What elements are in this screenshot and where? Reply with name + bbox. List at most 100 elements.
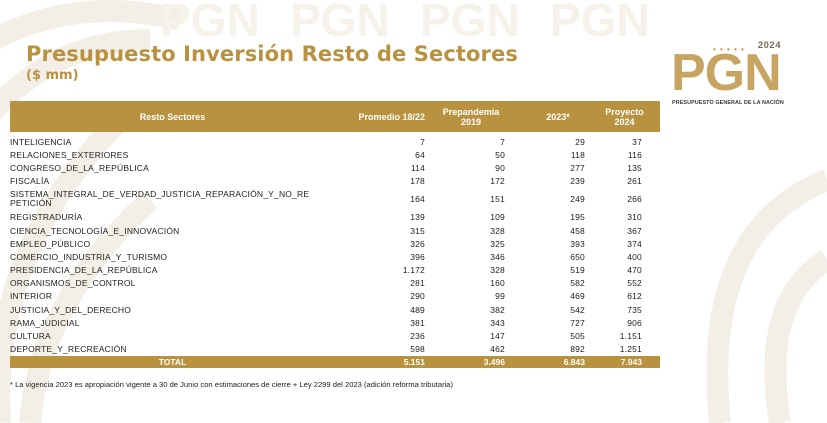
sector-name: DEPORTE_Y_RECREACIÓN <box>10 344 127 355</box>
value-2023: 542 <box>570 304 585 315</box>
table-row: RELACIONES_EXTERIORES 64 50 118 116 <box>10 148 660 161</box>
value-prepandemia: 151 <box>490 194 505 205</box>
footnote: * La vigencia 2023 es apropiación vigent… <box>10 380 454 389</box>
total-label: TOTAL <box>158 356 187 367</box>
value-2023: 277 <box>570 162 585 173</box>
header-prepandemia-line2: 2019 <box>460 116 482 127</box>
value-promedio: 178 <box>410 176 425 187</box>
value-promedio: 64 <box>415 149 425 160</box>
value-prepandemia: 147 <box>490 331 505 342</box>
value-proyecto: 374 <box>627 238 642 249</box>
value-proyecto: 367 <box>627 225 642 236</box>
value-promedio: 1.172 <box>402 265 425 276</box>
table-row: COMERCIO_INDUSTRIA_Y_TURISMO 396 346 650… <box>10 250 660 263</box>
value-2023: 29 <box>575 136 585 147</box>
value-2023: 650 <box>570 251 585 262</box>
table-row: INTELIGENCIA 7 7 29 37 <box>10 135 660 148</box>
value-proyecto: 612 <box>627 291 642 302</box>
value-proyecto: 266 <box>627 194 642 205</box>
value-promedio: 381 <box>410 317 425 328</box>
value-prepandemia: 50 <box>495 149 505 160</box>
sector-name: CONGRESO_DE_LA_REPÚBLICA <box>10 162 149 173</box>
value-proyecto: 735 <box>627 304 642 315</box>
value-2023: 195 <box>570 212 585 223</box>
sector-name: EMPLEO_PÚBLICO <box>10 238 91 249</box>
value-prepandemia: 343 <box>490 317 505 328</box>
value-2023: 118 <box>570 149 585 160</box>
value-prepandemia: 462 <box>490 344 505 355</box>
svg-text:PGN: PGN <box>290 0 390 46</box>
table-body: INTELIGENCIA 7 7 29 37 RELACIONES_EXTERI… <box>10 132 660 356</box>
value-prepandemia: 99 <box>495 291 505 302</box>
value-prepandemia: 160 <box>490 278 505 289</box>
value-prepandemia: 382 <box>490 304 505 315</box>
sector-name: INTELIGENCIA <box>10 136 72 147</box>
table-row: JUSTICIA_Y_DEL_DERECHO 489 382 542 735 <box>10 303 660 316</box>
table-row: ORGANISMOS_DE_CONTROL 281 160 582 552 <box>10 277 660 290</box>
sector-name: JUSTICIA_Y_DEL_DERECHO <box>10 304 132 315</box>
value-prepandemia: 328 <box>490 265 505 276</box>
svg-text:PGN: PGN <box>420 0 520 46</box>
header-prepandemia-line1: Prepandemia <box>442 106 500 117</box>
sector-name: CULTURA <box>10 331 51 342</box>
value-promedio: 164 <box>410 194 425 205</box>
value-proyecto: 261 <box>627 176 642 187</box>
table-row: CONGRESO_DE_LA_REPÚBLICA 114 90 277 135 <box>10 161 660 174</box>
value-promedio: 396 <box>410 251 425 262</box>
total-row: TOTAL 5.151 3.496 6.843 7.943 <box>10 355 660 368</box>
value-promedio: 139 <box>410 212 425 223</box>
value-promedio: 489 <box>410 304 425 315</box>
value-2023: 393 <box>570 238 585 249</box>
logo-dots: • • • • • <box>713 45 745 54</box>
sector-name: PRESIDENCIA_DE_LA_REPÚBLICA <box>10 265 158 276</box>
svg-text:PGN: PGN <box>550 0 650 46</box>
sector-name: COMERCIO_INDUSTRIA_Y_TURISMO <box>10 251 168 262</box>
logo-subtext: PRESUPUESTO GENERAL DE LA NACIÓN <box>672 100 784 106</box>
value-promedio: 290 <box>410 291 425 302</box>
value-promedio: 7 <box>420 136 425 147</box>
sector-name: INTERIOR <box>10 291 53 302</box>
header-proyecto-line2: 2024 <box>614 116 635 127</box>
value-proyecto: 906 <box>627 317 642 328</box>
header-2023: 2023* <box>546 111 570 122</box>
value-promedio: 114 <box>410 162 425 173</box>
header-proyecto-line1: Proyecto <box>605 106 644 117</box>
value-2023: 519 <box>570 265 585 276</box>
table-row: CIENCIA_TECNOLOGÍA_E_INNOVACIÓN 315 328 … <box>10 224 660 237</box>
page-subtitle: ($ mm) <box>26 68 79 83</box>
value-proyecto: 37 <box>632 136 642 147</box>
value-prepandemia: 325 <box>490 238 505 249</box>
value-2023: 892 <box>570 344 585 355</box>
table-row: RAMA_JUDICIAL 381 343 727 906 <box>10 316 660 329</box>
value-proyecto: 310 <box>627 212 642 223</box>
value-prepandemia: 90 <box>495 162 505 173</box>
sector-name: RAMA_JUDICIAL <box>10 317 80 328</box>
value-proyecto: 552 <box>627 278 642 289</box>
value-prepandemia: 109 <box>490 212 505 223</box>
value-prepandemia: 7 <box>500 136 505 147</box>
value-proyecto: 135 <box>627 162 642 173</box>
value-proyecto: 470 <box>627 265 642 276</box>
total-2023: 6.843 <box>563 356 585 367</box>
table-row: SISTEMA_INTEGRAL_DE_VERDAD_JUSTICIA_REPA… <box>10 188 660 211</box>
header-promedio: Promedio 18/22 <box>358 111 425 122</box>
value-prepandemia: 172 <box>490 176 505 187</box>
value-prepandemia: 328 <box>490 225 505 236</box>
logo-text: PGN <box>671 44 782 102</box>
svg-text:PGN: PGN <box>160 0 260 46</box>
total-promedio: 5.151 <box>403 356 425 367</box>
header-prepandemia: Prepandemia 2019 <box>425 107 505 127</box>
total-prepandemia: 3.496 <box>483 356 505 367</box>
sector-name: CIENCIA_TECNOLOGÍA_E_INNOVACIÓN <box>10 225 180 236</box>
sector-name: REGISTRADURÍA <box>10 212 83 223</box>
table-row: DEPORTE_Y_RECREACIÓN 598 462 892 1.251 <box>10 343 660 356</box>
value-promedio: 315 <box>410 225 425 236</box>
table-row: CULTURA 236 147 505 1.151 <box>10 329 660 342</box>
sector-name: ORGANISMOS_DE_CONTROL <box>10 278 136 289</box>
value-2023: 458 <box>570 225 585 236</box>
table-row: REGISTRADURÍA 139 109 195 310 <box>10 211 660 224</box>
value-prepandemia: 346 <box>490 251 505 262</box>
table-row: FISCALÍA 178 172 239 261 <box>10 175 660 188</box>
sector-name: SISTEMA_INTEGRAL_DE_VERDAD_JUSTICIA_REPA… <box>10 188 310 209</box>
total-proyecto: 7.943 <box>620 356 642 367</box>
